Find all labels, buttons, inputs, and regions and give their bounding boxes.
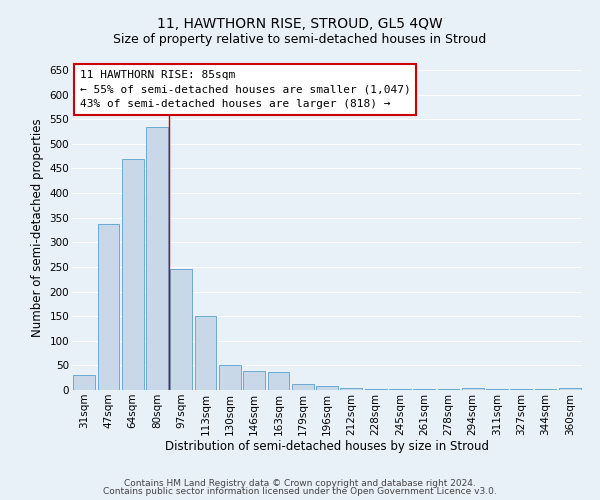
- Bar: [268, 372, 289, 390]
- Bar: [73, 375, 95, 390]
- Bar: [170, 270, 192, 390]
- Bar: [511, 388, 532, 390]
- Bar: [219, 366, 241, 390]
- Text: 11, HAWTHORN RISE, STROUD, GL5 4QW: 11, HAWTHORN RISE, STROUD, GL5 4QW: [157, 18, 443, 32]
- Text: 11 HAWTHORN RISE: 85sqm
← 55% of semi-detached houses are smaller (1,047)
43% of: 11 HAWTHORN RISE: 85sqm ← 55% of semi-de…: [80, 70, 410, 110]
- Text: Size of property relative to semi-detached houses in Stroud: Size of property relative to semi-detach…: [113, 32, 487, 46]
- Bar: [559, 388, 581, 390]
- Bar: [389, 388, 411, 390]
- Bar: [437, 388, 460, 390]
- Bar: [316, 386, 338, 390]
- Bar: [413, 388, 435, 390]
- Bar: [122, 158, 143, 390]
- Text: Contains HM Land Registry data © Crown copyright and database right 2024.: Contains HM Land Registry data © Crown c…: [124, 478, 476, 488]
- Bar: [243, 372, 265, 390]
- Bar: [535, 388, 556, 390]
- X-axis label: Distribution of semi-detached houses by size in Stroud: Distribution of semi-detached houses by …: [165, 440, 489, 454]
- Bar: [462, 388, 484, 390]
- Bar: [292, 384, 314, 390]
- Bar: [146, 126, 168, 390]
- Bar: [97, 224, 119, 390]
- Bar: [194, 316, 217, 390]
- Text: Contains public sector information licensed under the Open Government Licence v3: Contains public sector information licen…: [103, 487, 497, 496]
- Bar: [486, 388, 508, 390]
- Y-axis label: Number of semi-detached properties: Number of semi-detached properties: [31, 118, 44, 337]
- Bar: [340, 388, 362, 390]
- Bar: [365, 388, 386, 390]
